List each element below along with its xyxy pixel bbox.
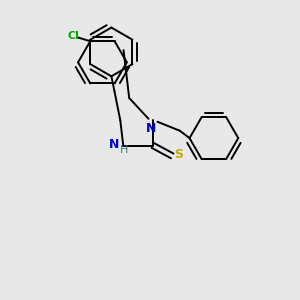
Text: S: S [174, 148, 183, 161]
Text: N: N [109, 138, 120, 151]
Text: H: H [120, 145, 128, 155]
Text: N: N [146, 122, 157, 135]
Text: Cl: Cl [68, 31, 80, 41]
